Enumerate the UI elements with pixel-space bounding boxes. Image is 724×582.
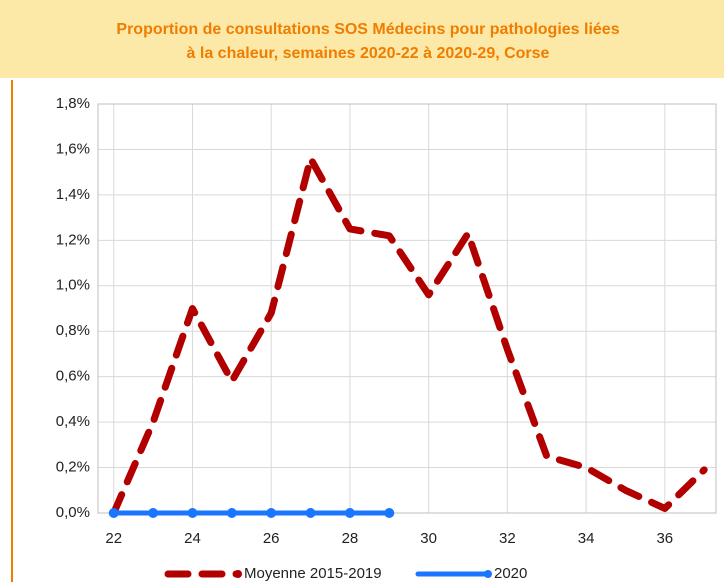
chart-title: Proportion de consultations SOS Médecins…	[116, 21, 619, 38]
chart-title: à la chaleur, semaines 2020-22 à 2020-29…	[187, 45, 550, 62]
y-tick-label: 1,2%	[56, 231, 90, 248]
y-tick-label: 0,2%	[56, 459, 90, 476]
plot-frame	[97, 103, 717, 514]
x-tick-label: 28	[342, 530, 359, 547]
legend-marker	[234, 570, 242, 578]
point	[187, 508, 198, 518]
x-tick-label: 36	[656, 530, 673, 547]
legend-label: Moyenne 2015-2019	[244, 565, 382, 582]
x-tick-label: 32	[499, 530, 516, 547]
y-tick-label: 1,0%	[56, 277, 90, 294]
point	[305, 508, 316, 518]
series-line	[110, 155, 708, 517]
legend-label: 2020	[494, 565, 527, 582]
point	[384, 508, 395, 518]
point	[226, 508, 237, 518]
legend-marker	[484, 570, 492, 578]
x-tick-label: 22	[105, 530, 122, 547]
point	[148, 508, 159, 518]
point	[344, 508, 355, 518]
point	[266, 508, 277, 518]
y-tick-label: 0,0%	[56, 504, 90, 521]
y-tick-label: 0,8%	[56, 322, 90, 339]
y-tick-label: 1,4%	[56, 186, 90, 203]
x-tick-label: 34	[578, 530, 595, 547]
title-band	[0, 0, 724, 78]
x-tick-label: 24	[184, 530, 201, 547]
y-tick-label: 0,4%	[56, 413, 90, 430]
y-tick-label: 1,8%	[56, 95, 90, 112]
point	[108, 508, 119, 518]
y-tick-label: 0,6%	[56, 368, 90, 385]
x-tick-label: 26	[263, 530, 280, 547]
y-tick-label: 1,6%	[56, 140, 90, 157]
x-tick-label: 30	[420, 530, 437, 547]
